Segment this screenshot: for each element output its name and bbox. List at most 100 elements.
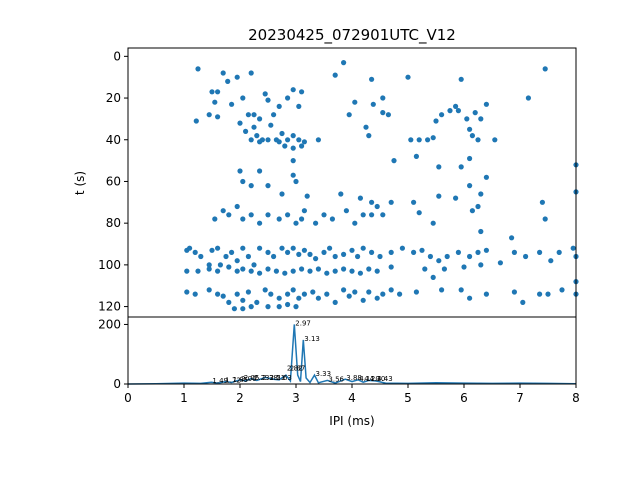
ipi-peak-label: 4.30: [370, 375, 386, 383]
raster-point: [315, 137, 321, 143]
ipi-x-tick-label: 7: [516, 391, 524, 405]
raster-point: [229, 101, 235, 107]
raster-point: [293, 220, 299, 226]
raster-point: [472, 110, 478, 116]
raster-point: [374, 268, 380, 274]
raster-point: [265, 249, 271, 255]
raster-point: [279, 130, 285, 137]
raster-point: [332, 299, 338, 305]
raster-point: [464, 116, 470, 122]
raster-point: [276, 304, 282, 310]
raster-point: [293, 304, 299, 310]
raster-point: [343, 208, 349, 214]
raster-point: [338, 191, 344, 197]
raster-point: [370, 101, 376, 107]
raster-point: [447, 108, 453, 114]
raster-point: [248, 304, 254, 310]
raster-point: [296, 103, 302, 109]
raster-point: [439, 112, 445, 118]
raster-point: [262, 287, 268, 293]
raster-point: [478, 116, 484, 122]
raster-point: [570, 245, 576, 251]
ipi-peak-label: 2.82: [287, 365, 303, 373]
raster-point: [469, 133, 475, 139]
raster-point: [346, 112, 352, 118]
raster-point: [234, 258, 240, 264]
raster-point: [352, 99, 358, 105]
ipi-peak-label: 2.05: [244, 374, 260, 382]
raster-point: [301, 208, 307, 214]
raster-point: [187, 245, 193, 251]
raster-point: [248, 183, 254, 189]
raster-point: [369, 76, 375, 82]
raster-point: [223, 253, 229, 260]
raster-point: [192, 291, 198, 297]
raster-point: [341, 60, 347, 66]
raster-point: [290, 158, 296, 164]
raster-point: [315, 266, 321, 272]
raster-point: [265, 137, 271, 143]
ipi-panel: 1.491.721.852.002.052.232.382.512.632.82…: [98, 316, 580, 428]
ipi-peak-label: 3.13: [304, 335, 320, 343]
raster-point: [419, 247, 425, 253]
raster-point: [206, 287, 212, 293]
raster-point: [265, 183, 271, 189]
raster-point: [408, 137, 414, 143]
raster-point: [346, 293, 352, 299]
ipi-y-tick-label: 0: [113, 377, 121, 391]
raster-point: [377, 253, 383, 260]
raster-point: [299, 266, 305, 272]
raster-point: [511, 249, 517, 255]
raster-point: [254, 133, 260, 139]
raster-point: [539, 199, 546, 205]
raster-point: [299, 89, 305, 95]
raster-point: [467, 253, 473, 260]
raster-point: [324, 270, 330, 276]
ipi-y-ticks: 0 200: [98, 317, 128, 391]
raster-point: [212, 216, 218, 222]
raster-point: [240, 216, 246, 222]
raster-point: [366, 266, 372, 272]
raster-point: [461, 264, 467, 270]
raster-point: [240, 245, 246, 251]
raster-point: [257, 116, 263, 122]
raster-point: [559, 287, 565, 293]
raster-point: [455, 108, 461, 114]
ipi-peak-label: 1.85: [233, 376, 249, 384]
raster-point: [240, 266, 246, 272]
raster-y-tick-label: 80: [106, 216, 121, 230]
raster-point: [231, 306, 237, 312]
raster-point: [467, 155, 473, 162]
raster-point: [237, 120, 243, 126]
raster-point: [416, 137, 422, 143]
raster-point: [478, 228, 484, 235]
raster-point: [257, 168, 263, 174]
raster-point: [276, 216, 282, 222]
raster-point: [542, 66, 548, 72]
raster-point: [257, 139, 263, 145]
raster-point: [360, 297, 366, 303]
raster-point: [315, 295, 321, 301]
raster-point: [265, 97, 271, 103]
raster-points: [184, 60, 579, 312]
raster-point: [206, 266, 212, 272]
ipi-peak-label: 4.20: [364, 375, 380, 383]
raster-point: [296, 137, 302, 143]
raster-point: [209, 89, 215, 95]
raster-point: [483, 291, 489, 297]
raster-point: [243, 128, 249, 134]
raster-point: [212, 99, 218, 105]
raster-point: [301, 291, 307, 297]
raster-point: [366, 289, 372, 295]
raster-point: [257, 270, 263, 276]
raster-point: [366, 133, 372, 139]
raster-y-tick-label: 60: [106, 174, 121, 188]
raster-point: [271, 112, 277, 118]
raster-point: [206, 112, 212, 118]
raster-y-tick-label: 120: [98, 300, 121, 314]
raster-point: [388, 249, 394, 255]
raster-point: [276, 139, 282, 145]
raster-point: [369, 199, 375, 205]
raster-point: [268, 291, 274, 297]
